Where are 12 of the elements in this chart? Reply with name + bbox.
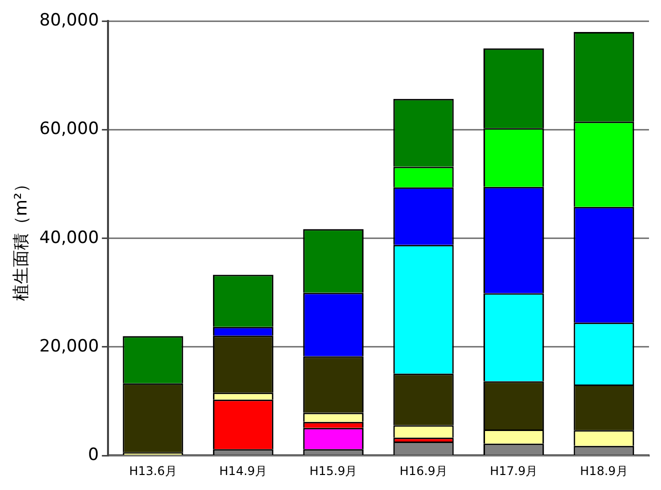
x-tick-label: H18.9月 xyxy=(580,464,628,478)
y-axis-title: 植生面積（m²） xyxy=(12,176,32,302)
x-tick-label: H14.9月 xyxy=(219,464,268,478)
y-tick-label: 20,000 xyxy=(39,336,99,356)
y-tick-label: 60,000 xyxy=(39,119,99,140)
x-tick-label: H13.6月 xyxy=(129,464,177,478)
y-tick-label: 0 xyxy=(88,445,99,466)
y-tick-label: 80,000 xyxy=(39,10,99,31)
y-tick-label: 40,000 xyxy=(39,228,99,248)
x-tick-label: H17.9月 xyxy=(490,464,538,478)
x-tick-label: H15.9月 xyxy=(309,464,358,478)
x-tick-label: H16.9月 xyxy=(400,464,448,478)
